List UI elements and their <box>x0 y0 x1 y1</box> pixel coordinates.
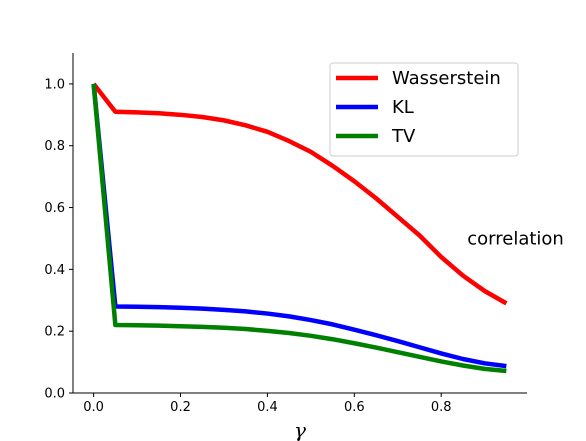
y-tick-label: 0.8 <box>44 139 65 154</box>
y-tick-label: 0.2 <box>44 325 65 340</box>
y-tick-label: 0.4 <box>44 263 65 278</box>
x-axis-label: γ <box>294 418 306 441</box>
legend-label-wasserstein: Wasserstein <box>392 68 501 89</box>
series-line-wasserstein <box>91 82 508 306</box>
series-line-tv <box>91 83 507 374</box>
x-tick-label: 0.2 <box>170 400 191 415</box>
series-lines <box>91 82 508 374</box>
x-tick-label: 0.4 <box>257 400 278 415</box>
legend-label-tv: TV <box>391 126 416 147</box>
x-tick-label: 0.8 <box>431 400 452 415</box>
series-line-kl <box>91 83 507 369</box>
y-tick-label: 0.0 <box>44 387 65 402</box>
axes: 0.0 0.2 0.4 0.6 0.8 0.0 0.2 0.4 0.6 0.8 1.0 <box>44 53 527 415</box>
legend-label-kl: KL <box>392 97 414 118</box>
x-tick-label: 0.0 <box>83 400 104 415</box>
y-tick-label: 0.6 <box>44 201 65 216</box>
legend-frame <box>329 62 519 157</box>
x-tick-label: 0.6 <box>344 400 365 415</box>
annotation-correlation: correlation <box>467 228 564 249</box>
y-tick-label: 1.0 <box>44 77 65 92</box>
legend: Wasserstein KL TV <box>329 62 519 157</box>
